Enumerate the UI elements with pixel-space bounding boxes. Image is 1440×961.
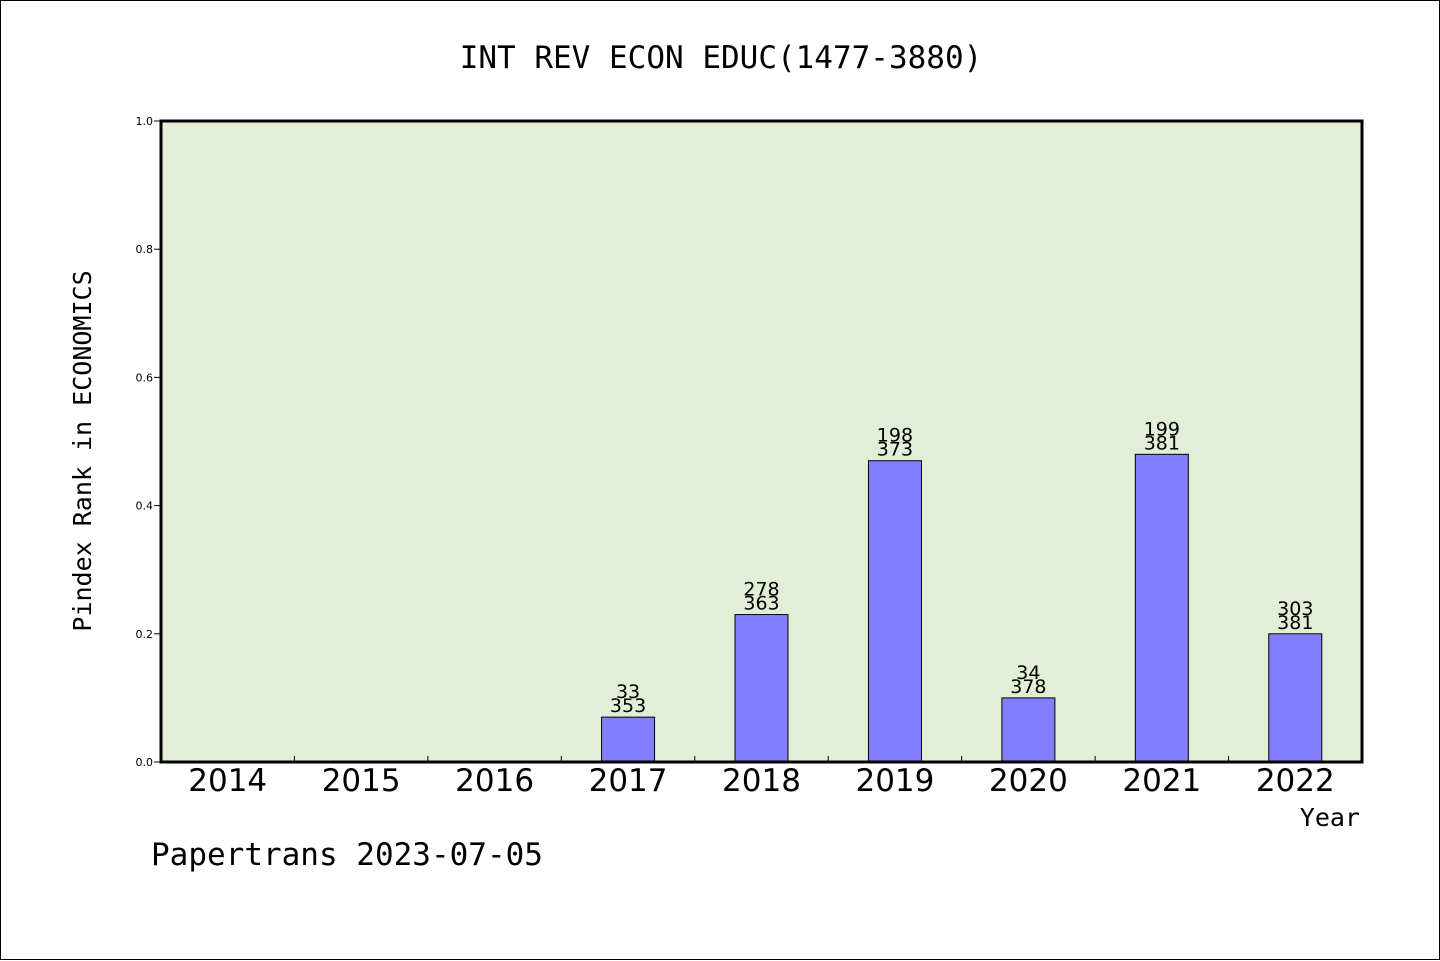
bar [1001,697,1056,763]
footer-credit: Papertrans 2023-07-05 [151,837,543,873]
bar [734,614,789,763]
x-tick-label: 2021 [1122,763,1201,799]
bar-label-bottom: 378 [1010,676,1046,698]
y-tick-label: 0.4 [136,500,154,513]
x-tick-label: 2017 [589,763,668,799]
x-tick-label: 2020 [989,763,1068,799]
bar-label-top: 34 [1016,662,1040,684]
bars [161,453,1362,764]
x-tick-label: 2022 [1256,763,1335,799]
bar [601,716,656,763]
x-tick-label: 2016 [455,763,534,799]
bar-label-bottom: 373 [877,439,913,461]
bar [1268,633,1323,763]
x-tick-label: 2015 [322,763,401,799]
y-tick-label: 0.0 [136,756,154,769]
bar-label-top: 303 [1277,598,1313,620]
bar-label-top: 199 [1144,418,1180,440]
bar-label-bottom: 381 [1144,432,1180,454]
x-tick-label: 2019 [855,763,934,799]
bar-label-top: 198 [877,425,913,447]
y-tick-label: 0.6 [136,371,154,384]
x-tick-label: 2018 [722,763,801,799]
x-tick-label: 2014 [188,763,267,799]
y-tick-label: 0.8 [136,243,154,256]
y-tick-label: 0.2 [136,628,154,641]
chart-title: INT REV ECON EDUC(1477-3880) [460,40,983,76]
bar-label-bottom: 353 [610,695,646,717]
x-axis: 2014 2015 2016 2017 2018 2019 2020 2021 2022 [188,756,1335,799]
bar-label-top: 278 [743,579,779,601]
y-axis-label: Pindex Rank in ECONOMICS [68,270,97,631]
y-axis: 0.0 0.2 0.4 0.6 0.8 1.0 [136,115,161,769]
bar [867,460,922,763]
bar-label-top: 33 [616,681,640,703]
y-tick-label: 1.0 [136,115,154,128]
bar-label-bottom: 363 [743,593,779,615]
x-axis-label: Year [1300,803,1360,832]
bar [1134,453,1189,763]
bar-label-bottom: 381 [1277,612,1313,634]
